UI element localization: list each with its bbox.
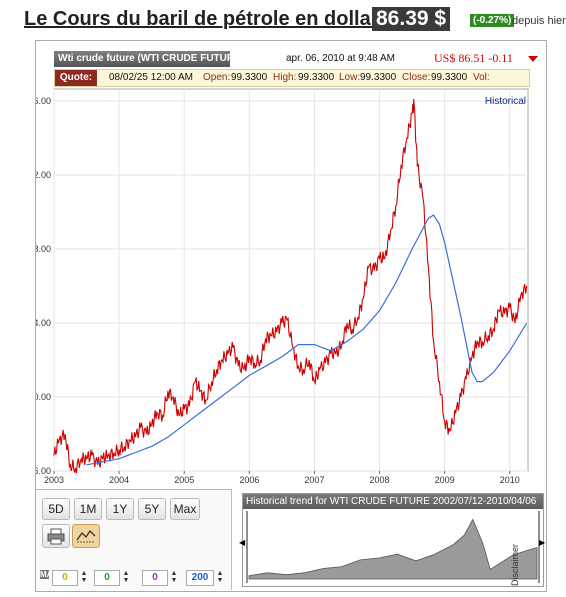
line-chart-icon [76, 529, 96, 543]
trend-range: 2002/07/12-2010/04/06 [432, 496, 537, 507]
moving-average-line [86, 214, 528, 466]
print-button[interactable] [42, 524, 70, 548]
right-handle-icon[interactable]: ▶ [539, 538, 546, 547]
ma-2-stepper-icon[interactable]: ▲ ▼ [122, 570, 130, 584]
y-tick-label: 74.00 [36, 318, 51, 328]
printer-icon [47, 528, 65, 545]
ma-2-field[interactable]: 0 [94, 570, 120, 586]
x-tick-label: 2004 [109, 475, 129, 485]
period-5y-button[interactable]: 5Y [138, 498, 166, 520]
x-tick-label: 2010 [500, 475, 520, 485]
x-tick-label: 2003 [44, 475, 64, 485]
trend-title: Historical trend for WTI CRUDE FUTURE [246, 496, 430, 507]
high-label: High: [273, 72, 297, 83]
trend-mini-chart [246, 511, 540, 583]
ma-label: MA [40, 570, 53, 579]
headline-price: 86.39 $ [372, 7, 451, 31]
ma-1-stepper-icon[interactable]: ▲ ▼ [80, 570, 88, 584]
open-value: 99.3300 [231, 72, 268, 83]
y-tick-label: 26.00 [36, 466, 51, 476]
ma-3-field[interactable]: 0 [142, 570, 168, 586]
quote-datetime: 08/02/25 12:00 AM [109, 72, 193, 83]
y-tick-label: 98.00 [36, 244, 51, 254]
ma-3-stepper-icon[interactable]: ▲ ▼ [170, 570, 178, 584]
y-tick-label: 146.00 [36, 96, 51, 106]
x-tick-label: 2008 [370, 475, 390, 485]
high-value: 99.3300 [298, 72, 335, 83]
chart-controls: 5D 1M 1Y 5Y Max MA 0 ▲ ▼ 0 ▲ ▼ 0 ▲ ▼ 200 ▲ ▼ [36, 489, 232, 590]
legend-historical: Historical [485, 96, 526, 107]
price-series-line [53, 98, 528, 474]
period-5d-button[interactable]: 5D [42, 498, 70, 520]
low-value: 99.3300 [360, 72, 397, 83]
headline-title: Le Cours du baril de pétrole en dollars: [24, 8, 397, 30]
headline-since: depuis hier). [512, 15, 566, 27]
instrument-label: Wti crude future (WTI CRUDE FUTURE [54, 51, 230, 67]
disclaimer-text[interactable]: Disclaimer [510, 543, 520, 586]
headline: Le Cours du baril de pétrole en dollars:… [24, 6, 566, 32]
headline-change-badge: (-0.27%) [470, 14, 515, 27]
ma-1-field[interactable]: 0 [52, 570, 78, 586]
low-label: Low: [339, 72, 361, 83]
trend-area [248, 518, 538, 580]
close-label: Close: [402, 72, 431, 83]
period-1y-button[interactable]: 1Y [106, 498, 134, 520]
trend-title-bar: Historical trend for WTI CRUDE FUTURE 200… [243, 494, 543, 509]
y-tick-label: 122.00 [36, 170, 51, 180]
quote-label: Quote: [55, 70, 97, 86]
period-1m-button[interactable]: 1M [74, 498, 102, 520]
chart-grid [53, 89, 528, 472]
quote-bar: Quote: 08/02/25 12:00 AM Open: 99.3300 H… [54, 69, 530, 87]
disclaimer-link[interactable]: Disclaimer [510, 530, 522, 590]
close-value: 99.3300 [431, 72, 468, 83]
chart-series [53, 98, 528, 474]
price-chart[interactable]: 26.00 50.00 74.00 98.00 122.00 146.00 2003 2004… [36, 41, 546, 489]
x-tick-label: 2009 [435, 475, 455, 485]
chart-axes: 26.00 50.00 74.00 98.00 122.00 146.00 2003 2004… [36, 96, 520, 485]
y-tick-label: 50.00 [36, 392, 51, 402]
historical-trend-panel[interactable]: Historical trend for WTI CRUDE FUTURE 200… [239, 493, 546, 587]
current-price: US$ 86.51 -0.11 [434, 51, 513, 65]
x-tick-label: 2005 [174, 475, 194, 485]
quote-timestamp: apr. 06, 2010 at 9:48 AM [286, 53, 395, 64]
ma-4-stepper-icon[interactable]: ▲ ▼ [216, 570, 224, 584]
chart-widget: Wti crude future (WTI CRUDE FUTURE apr. … [35, 40, 547, 592]
period-max-button[interactable]: Max [170, 498, 200, 520]
ma-4-field[interactable]: 200 [186, 570, 214, 586]
x-tick-label: 2006 [239, 475, 259, 485]
open-label: Open: [203, 72, 231, 83]
down-arrow-icon [528, 56, 538, 62]
left-handle-icon[interactable]: ◀ [239, 538, 246, 547]
x-tick-label: 2007 [304, 475, 324, 485]
volume-label: Vol: [473, 72, 490, 83]
chart-type-button[interactable] [72, 524, 100, 548]
